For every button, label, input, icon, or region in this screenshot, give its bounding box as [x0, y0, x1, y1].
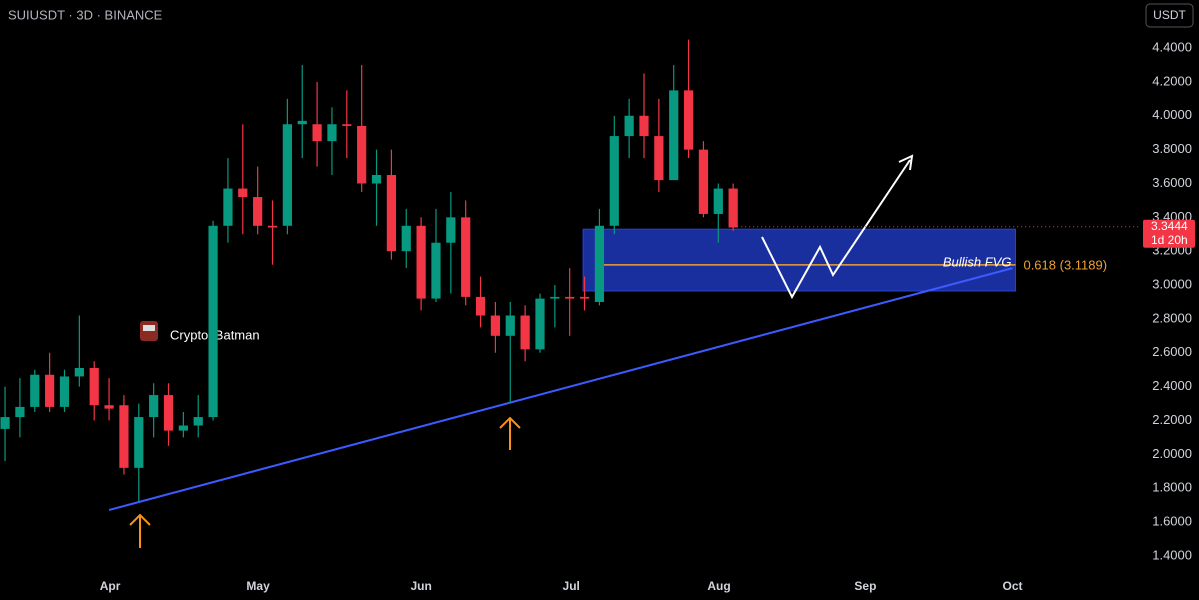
- x-tick-label: Jul: [563, 579, 580, 593]
- candle-body: [223, 188, 233, 226]
- candle-body: [193, 417, 203, 426]
- candle-body: [59, 376, 70, 407]
- y-tick-label: 4.4000: [1152, 40, 1192, 55]
- zone-label: Bullish FVG: [943, 254, 1012, 269]
- candle-body: [119, 405, 129, 468]
- candle-body: [238, 188, 248, 198]
- y-tick-label: 1.4000: [1152, 547, 1192, 562]
- candle-body: [624, 115, 634, 137]
- candle-body: [490, 315, 501, 336]
- candle-body: [297, 120, 307, 125]
- arrows: [129, 416, 521, 548]
- candle-body: [698, 149, 709, 214]
- candle-body: [475, 296, 486, 316]
- candle-body: [357, 125, 367, 184]
- y-tick-label: 2.4000: [1152, 378, 1192, 393]
- candle-body: [550, 296, 560, 299]
- x-tick-label: Aug: [707, 579, 730, 593]
- candle-body: [579, 296, 590, 299]
- y-tick-label: 1.6000: [1152, 513, 1192, 528]
- candle-body: [431, 242, 441, 299]
- arrow-head: [129, 513, 151, 526]
- candle-body: [178, 425, 188, 431]
- candle-body: [163, 395, 174, 431]
- fib-label: 0.618 (3.1189): [1023, 257, 1107, 272]
- plot: 1.4000 1.6000 1.8000 2.0000 2.2000 2.4000 2.60…: [0, 40, 1192, 593]
- candle-body: [89, 367, 99, 406]
- candle-body: [327, 124, 337, 142]
- candle-body: [639, 115, 649, 137]
- candle-body: [654, 136, 664, 181]
- candle-body: [149, 395, 159, 418]
- candle-body: [45, 374, 55, 407]
- x-tick-label: Jun: [410, 579, 431, 593]
- candle-body: [74, 367, 84, 377]
- x-tick-label: Sep: [854, 579, 876, 593]
- fvg-zone: [582, 228, 1016, 292]
- candle-body: [416, 225, 426, 299]
- x-tick-label: May: [246, 579, 270, 593]
- candle-body: [371, 175, 382, 184]
- projected-arrowhead: [898, 154, 914, 171]
- candle-body: [565, 296, 575, 299]
- candle-body: [342, 124, 352, 126]
- x-tick-label: Apr: [100, 579, 121, 593]
- trendline: [108, 267, 1013, 511]
- candle-body: [312, 124, 322, 142]
- candle-body: [0, 417, 10, 429]
- candle-body: [535, 298, 545, 350]
- candle-body: [104, 405, 114, 409]
- candle-body: [683, 90, 694, 150]
- y-tick-label: 2.8000: [1152, 310, 1192, 325]
- candle-body: [134, 417, 144, 468]
- y-tick-label: 1.8000: [1152, 480, 1192, 495]
- last-price-box: [1143, 219, 1195, 248]
- candle-body: [609, 136, 619, 226]
- candle-body: [253, 197, 263, 226]
- candle-body: [520, 315, 530, 350]
- y-tick-label: 2.6000: [1152, 344, 1192, 359]
- y-tick-label: 2.0000: [1152, 446, 1192, 461]
- candle-body: [728, 188, 738, 228]
- x-tick-label: Oct: [1003, 579, 1023, 593]
- candle-body: [30, 374, 40, 407]
- candle-body: [446, 217, 456, 243]
- candle-body: [15, 406, 25, 418]
- watermark-icon-eyes: [143, 325, 155, 331]
- y-tick-label: 4.0000: [1152, 107, 1192, 122]
- candle-body: [713, 188, 723, 214]
- candle-body: [282, 124, 292, 226]
- y-tick-label: 2.2000: [1152, 412, 1192, 427]
- y-tick-label: 3.0000: [1152, 276, 1192, 291]
- y-tick-label: 3.6000: [1152, 175, 1192, 190]
- candle-body: [461, 217, 471, 297]
- arrow-head: [499, 416, 521, 429]
- candle-body: [208, 225, 218, 418]
- candle-body: [594, 225, 605, 302]
- chart-title: SUIUSDT · 3D · BINANCE: [8, 7, 163, 22]
- candle-body: [669, 90, 679, 181]
- candle-body: [267, 225, 278, 228]
- currency[interactable]: USDT: [1153, 8, 1186, 22]
- y-tick-label: 3.8000: [1152, 141, 1192, 156]
- y-tick-label: 4.2000: [1152, 73, 1192, 88]
- candle-body: [401, 225, 411, 252]
- projected-path: [761, 159, 911, 300]
- countdown-label: 1d 20h: [1151, 233, 1188, 247]
- currency-box[interactable]: [1145, 3, 1194, 28]
- candle-body: [505, 315, 515, 336]
- last-price-label: 3.3444: [1151, 219, 1188, 233]
- candle-body: [386, 175, 396, 252]
